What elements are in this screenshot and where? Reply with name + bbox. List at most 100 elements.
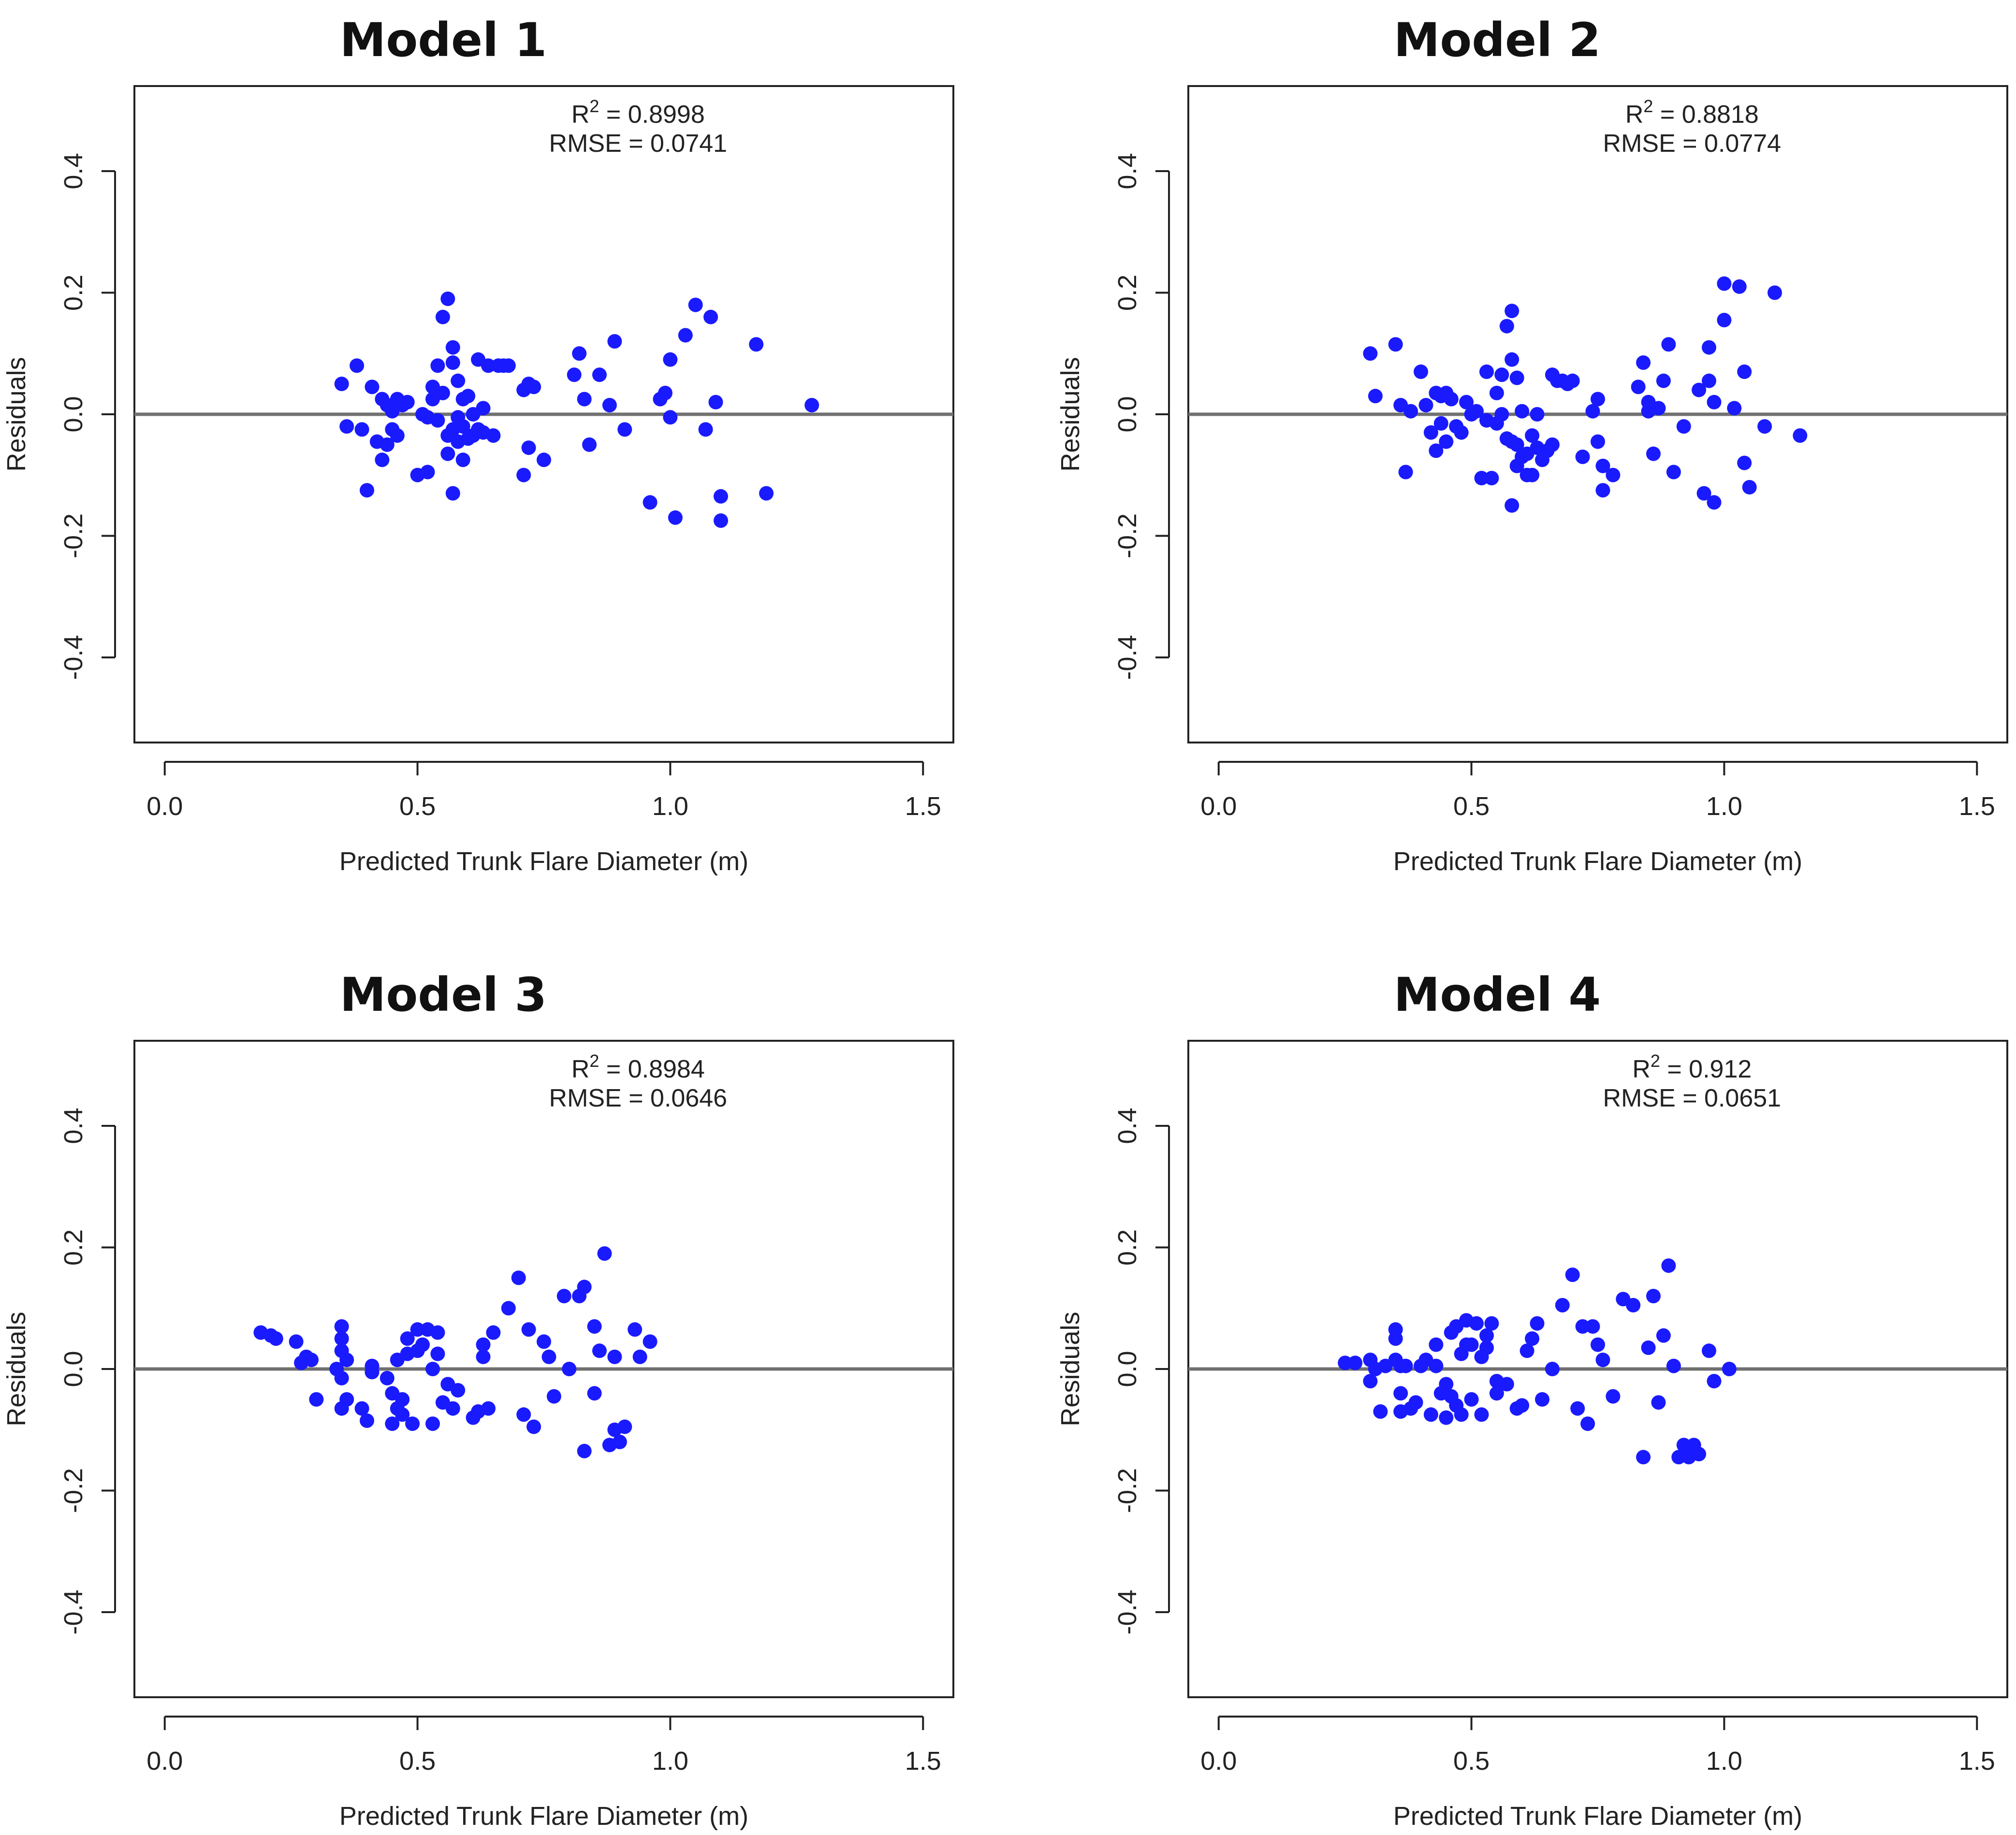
x-tick-label: 1.5 bbox=[1959, 1747, 1995, 1776]
y-tick-label: -0.2 bbox=[59, 513, 88, 558]
data-point bbox=[1348, 1355, 1363, 1370]
r-squared-value: = 0.8818 bbox=[1653, 101, 1758, 129]
data-point bbox=[375, 452, 390, 467]
r-squared-annotation: R2 = 0.8998 bbox=[571, 96, 705, 129]
data-point bbox=[410, 1322, 425, 1337]
x-tick-label: 1.5 bbox=[1959, 792, 1995, 821]
data-point bbox=[1606, 467, 1621, 482]
data-point bbox=[451, 373, 466, 388]
data-point bbox=[516, 1407, 531, 1422]
data-point bbox=[1717, 276, 1732, 291]
r-squared-value: = 0.912 bbox=[1660, 1055, 1752, 1083]
data-point bbox=[1423, 1407, 1438, 1422]
x-tick-label: 1.0 bbox=[1706, 792, 1742, 821]
data-point bbox=[1651, 1395, 1666, 1410]
data-point bbox=[1439, 1377, 1454, 1392]
data-point bbox=[1363, 1374, 1378, 1389]
chart-title: Model 4 bbox=[1394, 968, 1601, 1022]
x-tick-label: 0.5 bbox=[399, 1747, 436, 1776]
data-point bbox=[476, 1337, 491, 1352]
data-point bbox=[354, 1401, 369, 1416]
data-point bbox=[546, 1389, 561, 1404]
data-point bbox=[400, 394, 415, 409]
chart-panel-1: Model 1 0.0 0.5 1.0 1.5 Predicted Trunk Flare… bbox=[2, 13, 954, 876]
data-point bbox=[1464, 1337, 1479, 1352]
y-tick-label: -0.4 bbox=[1113, 635, 1142, 680]
data-point bbox=[1484, 471, 1499, 485]
r-squared-superscript: 2 bbox=[589, 1051, 599, 1071]
data-point bbox=[380, 1370, 394, 1385]
data-point bbox=[1717, 313, 1732, 328]
data-point bbox=[714, 489, 728, 504]
data-point bbox=[1591, 1337, 1605, 1352]
data-point bbox=[1692, 1447, 1707, 1461]
chart-panel-3: Model 3 0.0 0.5 1.0 1.5 Predicted Trunk Flare… bbox=[2, 968, 954, 1831]
data-point bbox=[486, 1325, 501, 1340]
data-point bbox=[1474, 471, 1489, 485]
x-tick-label: 1.5 bbox=[905, 792, 941, 821]
data-point bbox=[1575, 450, 1590, 464]
data-point bbox=[1580, 1416, 1595, 1431]
data-point bbox=[592, 1343, 607, 1358]
data-point bbox=[1509, 370, 1524, 385]
data-point bbox=[1732, 279, 1747, 294]
data-point bbox=[521, 440, 536, 455]
data-point bbox=[1433, 416, 1448, 431]
data-point bbox=[1737, 364, 1752, 379]
data-point bbox=[537, 1334, 551, 1349]
data-point bbox=[1636, 1450, 1651, 1465]
data-point bbox=[1651, 401, 1666, 416]
data-point bbox=[628, 1322, 643, 1337]
data-point bbox=[360, 1413, 374, 1428]
data-point bbox=[380, 437, 394, 452]
data-point bbox=[425, 1416, 440, 1431]
data-point bbox=[1606, 1389, 1621, 1404]
data-point bbox=[445, 355, 460, 370]
data-point bbox=[1570, 1401, 1585, 1416]
data-point bbox=[663, 352, 678, 367]
data-point bbox=[643, 495, 657, 510]
data-point bbox=[1418, 398, 1433, 413]
data-point bbox=[708, 394, 723, 409]
data-point bbox=[1595, 1353, 1610, 1368]
x-tick-label: 0.0 bbox=[1200, 792, 1237, 821]
r-squared-annotation: R2 = 0.8818 bbox=[1625, 96, 1759, 129]
data-point bbox=[395, 1407, 410, 1422]
data-point bbox=[1591, 434, 1605, 449]
y-tick-label: -0.4 bbox=[59, 1589, 88, 1634]
y-tick-label: -0.2 bbox=[59, 1468, 88, 1513]
data-point bbox=[1707, 495, 1722, 510]
data-point bbox=[587, 1319, 602, 1334]
data-point bbox=[1388, 337, 1403, 352]
data-point bbox=[445, 1401, 460, 1416]
data-point bbox=[1646, 1289, 1661, 1304]
data-point bbox=[668, 510, 683, 525]
data-point bbox=[1338, 1355, 1353, 1370]
y-axis-label: Residuals bbox=[2, 1311, 31, 1426]
chart-panel-2: Model 2 0.0 0.5 1.0 1.5 Predicted Trunk Flare… bbox=[1056, 13, 2008, 876]
data-point bbox=[1626, 1298, 1641, 1312]
data-point bbox=[577, 1443, 592, 1458]
data-point bbox=[289, 1334, 304, 1349]
y-tick-label: 0.2 bbox=[1113, 275, 1142, 311]
data-point bbox=[1768, 285, 1782, 300]
data-point bbox=[1439, 1410, 1454, 1425]
data-point bbox=[1702, 373, 1716, 388]
data-point bbox=[1702, 1343, 1716, 1358]
data-point bbox=[1414, 364, 1428, 379]
data-point bbox=[556, 1289, 571, 1304]
data-point bbox=[430, 358, 445, 373]
data-point bbox=[1530, 407, 1545, 422]
r-squared-superscript: 2 bbox=[1651, 1051, 1660, 1071]
r-squared-symbol: R bbox=[1625, 101, 1644, 129]
chart-panel-4: Model 4 0.0 0.5 1.0 1.5 Predicted Trunk Flare… bbox=[1056, 968, 2008, 1831]
data-point bbox=[385, 1416, 400, 1431]
y-tick-label: 0.4 bbox=[59, 1107, 88, 1144]
data-point bbox=[1479, 364, 1494, 379]
data-point bbox=[1676, 419, 1691, 434]
data-point bbox=[1373, 1404, 1388, 1419]
data-point bbox=[1793, 428, 1808, 443]
data-point bbox=[1489, 386, 1504, 400]
data-point bbox=[1702, 340, 1716, 355]
data-point bbox=[1479, 1340, 1494, 1355]
